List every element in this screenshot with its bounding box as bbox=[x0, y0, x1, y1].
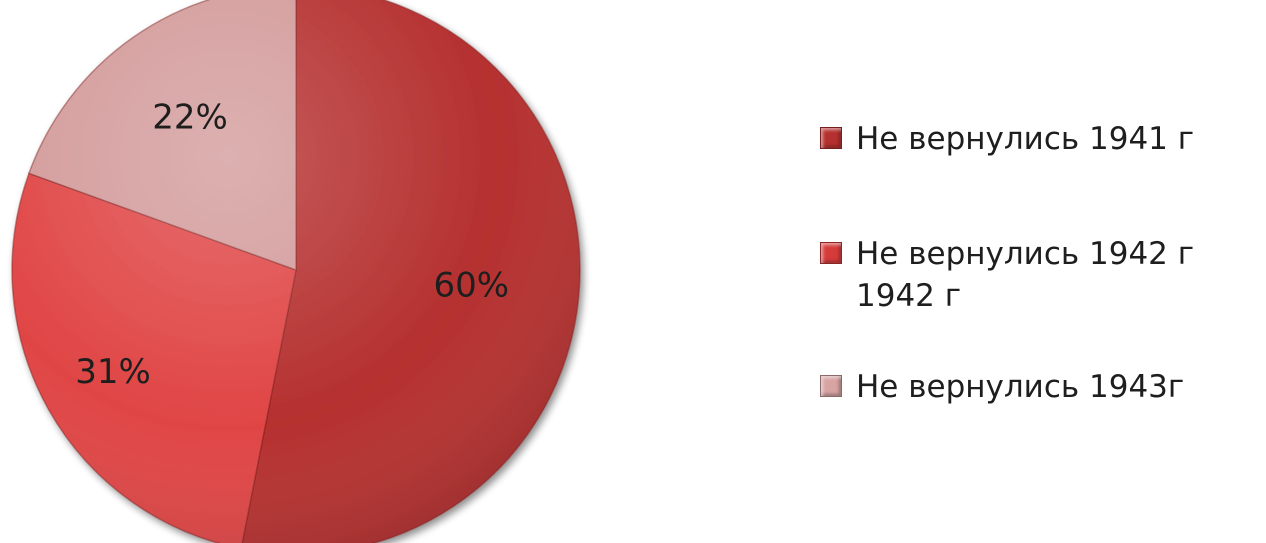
legend-label-1942: Не вернулись 1942 г bbox=[856, 236, 1195, 272]
legend-item-1943: Не вернулись 1943г bbox=[820, 366, 1184, 408]
slice-label-1943: 22% bbox=[152, 97, 228, 137]
legend-label-1943: Не вернулись 1943г bbox=[856, 369, 1185, 405]
legend-item-1941: Не вернулись 1941 г bbox=[820, 118, 1194, 160]
pie-chart: 60% 31% 22% bbox=[11, 0, 581, 543]
legend-swatch-1943 bbox=[820, 375, 842, 397]
legend-swatch-1942 bbox=[820, 242, 842, 264]
slice-label-1941: 60% bbox=[433, 266, 509, 306]
legend-swatch-1941 bbox=[820, 127, 842, 149]
legend-item-1942: Не вернулись 1942 г 1942 г bbox=[820, 233, 1194, 317]
legend-label-1942-wrap: 1942 г bbox=[856, 278, 962, 314]
legend-label-1941: Не вернулись 1941 г bbox=[856, 121, 1195, 157]
pie-shine-overlay bbox=[12, 0, 580, 543]
slice-label-1942: 31% bbox=[75, 352, 151, 392]
legend: Не вернулись 1941 г Не вернулись 1942 г … bbox=[820, 0, 1260, 543]
